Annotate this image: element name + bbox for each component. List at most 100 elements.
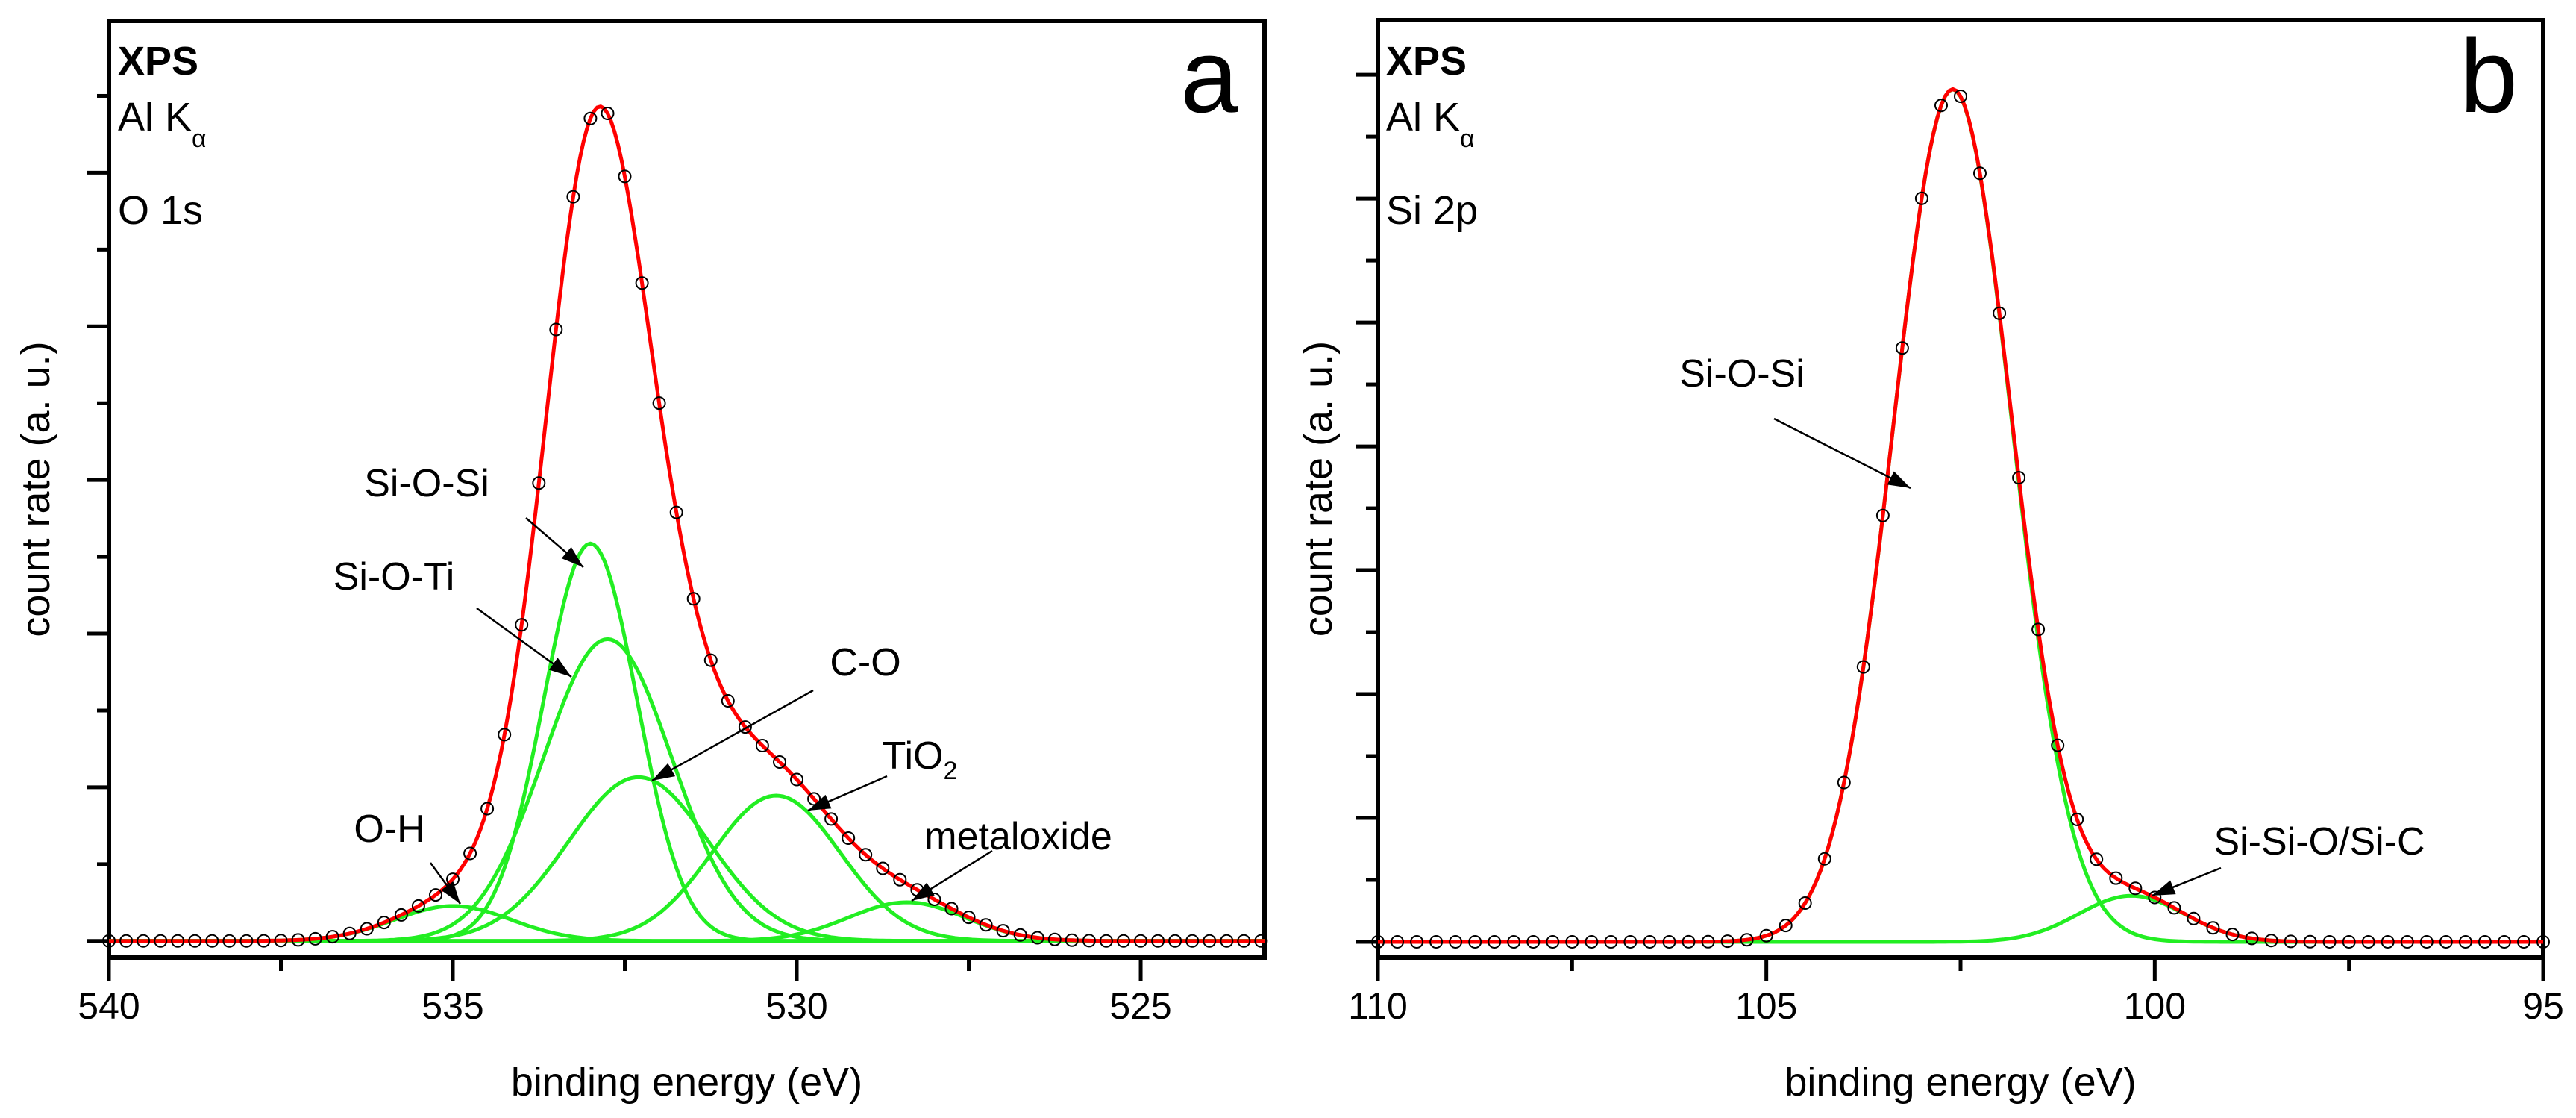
data-point — [1993, 306, 2007, 320]
data-point — [1185, 934, 1200, 948]
data-point — [1047, 932, 1062, 946]
data-point — [394, 908, 408, 922]
data-point — [1740, 933, 1754, 947]
data-point — [2206, 921, 2220, 935]
data-point — [154, 934, 168, 948]
data-point — [325, 930, 339, 944]
data-point — [842, 831, 856, 845]
x-tick-label: 95 — [2522, 985, 2564, 1027]
data-point — [1623, 935, 1638, 949]
data-point — [2109, 871, 2123, 885]
component-curve-si-o-si — [109, 541, 1265, 943]
data-point — [1973, 166, 1987, 181]
data-point — [291, 933, 305, 947]
data-point — [463, 846, 477, 861]
data-point — [1895, 341, 1909, 355]
data-point — [2051, 738, 2065, 752]
data-point — [411, 899, 425, 913]
annotation-label: Si-O-Ti — [333, 555, 455, 599]
data-point — [893, 872, 907, 887]
data-point — [2128, 881, 2143, 896]
data-point — [1856, 660, 1870, 674]
region-label: O 1s — [118, 188, 203, 233]
data-point — [2187, 911, 2201, 925]
data-point — [652, 396, 666, 410]
data-point — [549, 322, 563, 337]
x-tick-label: 535 — [422, 985, 483, 1027]
data-point — [1117, 934, 1130, 948]
arrowhead-icon — [561, 546, 583, 567]
data-point — [927, 893, 941, 906]
panel-b: 110 105 100 95 binding energy (eV) count rate… — [1296, 17, 2564, 1105]
data-point — [1817, 852, 1831, 866]
data-point — [257, 934, 271, 948]
data-point — [222, 934, 236, 948]
data-point — [996, 924, 1010, 938]
data-point — [2419, 935, 2434, 949]
annotation-label: Si-O-Si — [1679, 352, 1805, 396]
data-point — [1565, 935, 1579, 949]
data-point — [2342, 935, 2356, 949]
data-point — [1779, 919, 1793, 933]
data-point — [1151, 934, 1165, 948]
data-point — [1720, 934, 1734, 949]
data-point — [807, 792, 821, 806]
annotation-arrow — [1773, 417, 1911, 490]
technique-label: XPS — [118, 39, 198, 84]
panel-a: 540 535 530 525 binding energy (eV) count rat… — [13, 17, 1268, 1105]
source-label: Al Kα — [1386, 95, 1475, 153]
data-point — [1526, 935, 1541, 949]
technique-label: XPS — [1386, 39, 1467, 84]
source-label: Al Kα — [118, 95, 207, 153]
data-point — [1914, 191, 1928, 205]
plot-frame — [1376, 18, 2545, 960]
data-point — [1875, 508, 1890, 522]
data-point — [480, 802, 495, 816]
annotation-label: O-H — [354, 808, 424, 851]
data-point — [1759, 928, 1773, 943]
data-point — [1954, 90, 1967, 103]
data-point — [1449, 935, 1463, 949]
data-point — [962, 911, 976, 925]
data-point — [1507, 935, 1521, 949]
data-point — [1604, 935, 1618, 949]
x-tick-label: 525 — [1109, 985, 1171, 1027]
data-point — [1220, 934, 1234, 948]
data-point — [1065, 933, 1079, 947]
data-point — [876, 861, 890, 875]
component-curve-si-o-si — [1378, 87, 2543, 944]
data-point — [2303, 934, 2317, 949]
data-point — [1134, 934, 1147, 948]
data-point — [102, 934, 116, 948]
data-point — [583, 111, 598, 125]
data-point — [1254, 934, 1268, 948]
data-point — [2148, 890, 2162, 905]
data-point — [2361, 935, 2375, 949]
data-point — [1371, 935, 1385, 949]
data-point — [2322, 935, 2337, 949]
data-point — [738, 720, 752, 734]
data-point — [1488, 935, 1502, 949]
data-point — [1099, 934, 1113, 948]
data-point — [979, 918, 993, 932]
data-point — [2012, 471, 2026, 485]
annotation-label: Si-Si-O/Si-C — [2213, 820, 2425, 864]
data-point — [498, 728, 512, 742]
data-point — [790, 772, 803, 787]
data-point — [1410, 935, 1424, 949]
data-point — [618, 169, 632, 184]
arrowhead-icon — [441, 881, 460, 904]
data-point — [1701, 934, 1715, 949]
data-point — [274, 934, 288, 948]
data-point — [2284, 934, 2298, 949]
x-tick-label: 530 — [765, 985, 827, 1027]
component-curve-si-si-o-si-c — [1378, 893, 2543, 944]
y-axis-title: count rate (a. u.) — [13, 341, 58, 637]
data-point — [1203, 934, 1217, 948]
data-point — [2167, 901, 2181, 915]
arrowhead-icon — [808, 794, 832, 811]
data-point — [601, 107, 615, 120]
arrowhead-icon — [652, 763, 676, 781]
data-point — [2517, 935, 2530, 949]
